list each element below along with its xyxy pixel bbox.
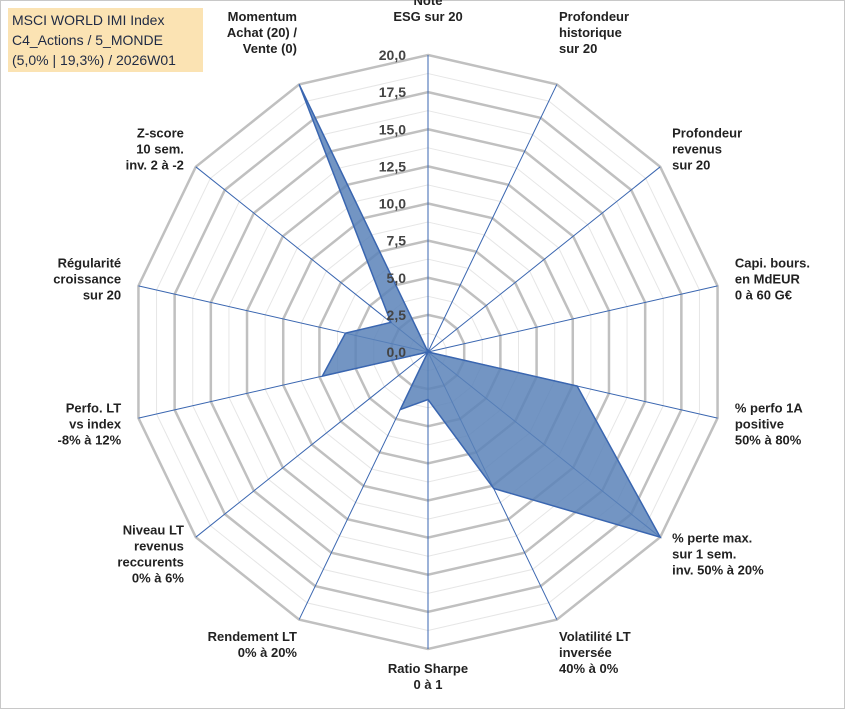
axis-spoke — [195, 166, 429, 353]
axis-spoke — [427, 84, 558, 353]
tick-label: 15,0 — [379, 121, 406, 137]
axis-label-line: ESG sur 20 — [393, 9, 462, 24]
axis-label-line: Note — [414, 0, 443, 8]
title-line-2: C4_Actions / 5_MONDE — [12, 32, 163, 48]
axis-label-line: vs index — [69, 416, 122, 431]
axis-label-line: sur 20 — [672, 157, 710, 172]
axis-label-line: Capi. bours. — [735, 256, 810, 271]
axis-label-line: % perfo 1A — [735, 400, 804, 415]
axis-label-line: Achat (20) / — [227, 25, 297, 40]
axis-label-8: Rendement LT0% à 20% — [208, 629, 298, 660]
tick-label: 10,0 — [379, 196, 406, 212]
axis-label-line: Rendement LT — [208, 629, 297, 644]
tick-label: 12,5 — [379, 158, 406, 174]
axis-label-line: reccurents — [117, 555, 183, 570]
axis-label-line: Profondeur — [672, 125, 742, 140]
axis-label-line: % perte max. — [672, 531, 752, 546]
axis-label-line: Profondeur — [559, 9, 629, 24]
axis-label-line: Ratio Sharpe — [388, 661, 468, 676]
chart-title: MSCI WORLD IMI Index C4_Actions / 5_MOND… — [8, 8, 203, 72]
axis-label-line: sur 20 — [83, 288, 121, 303]
axis-label-line: 0% à 6% — [132, 571, 184, 586]
tick-label: 0,0 — [387, 344, 407, 360]
axis-label-5: % perte max.sur 1 sem.inv. 50% à 20% — [672, 531, 764, 578]
axis-label-line: revenus — [672, 141, 722, 156]
axis-label-line: positive — [735, 416, 784, 431]
tick-label: 17,5 — [379, 84, 406, 100]
axis-label-line: Momentum — [228, 9, 297, 24]
axis-spoke — [427, 166, 661, 353]
axis-label-line: Régularité — [58, 256, 122, 271]
radial-tick-labels: 0,0 2,5 5,0 7,5 10,0 12,5 15,0 17,5 20,0 — [379, 47, 406, 360]
axis-label-line: Volatilité LT — [559, 629, 631, 644]
axis-label-line: 10 sem. — [136, 141, 184, 156]
axis-label-line: Vente (0) — [243, 41, 297, 56]
axis-label-line: inv. 2 à -2 — [126, 157, 184, 172]
axis-label-line: Perfo. LT — [66, 400, 121, 415]
title-line-1: MSCI WORLD IMI Index — [12, 12, 165, 28]
axis-label-line: historique — [559, 25, 622, 40]
axis-label-line: Niveau LT — [123, 523, 184, 538]
tick-label: 5,0 — [387, 270, 407, 286]
axis-label-line: sur 20 — [559, 41, 597, 56]
axis-label-line: 0 à 1 — [414, 677, 443, 692]
axis-label-line: revenus — [134, 539, 184, 554]
axis-label-line: 0 à 60 G€ — [735, 288, 792, 303]
tick-label: 2,5 — [387, 307, 407, 323]
axis-label-line: inv. 50% à 20% — [672, 563, 764, 578]
radar-series-area — [298, 84, 662, 539]
title-line-3: (5,0% | 19,3%) / 2026W01 — [12, 52, 176, 68]
axis-label-line: 50% à 80% — [735, 432, 802, 447]
axis-label-line: inversée — [559, 645, 612, 660]
axis-label-line: -8% à 12% — [58, 432, 122, 447]
axis-label-line: en MdEUR — [735, 272, 801, 287]
axis-spoke — [195, 351, 429, 538]
axis-label-line: 40% à 0% — [559, 661, 619, 676]
axis-label-line: croissance — [53, 272, 121, 287]
tick-label: 20,0 — [379, 47, 406, 63]
axis-label-line: 0% à 20% — [238, 645, 298, 660]
axis-spoke — [427, 285, 718, 353]
axis-label-line: Z-score — [137, 125, 184, 140]
axis-label-line: sur 1 sem. — [672, 547, 736, 562]
tick-label: 7,5 — [387, 233, 407, 249]
